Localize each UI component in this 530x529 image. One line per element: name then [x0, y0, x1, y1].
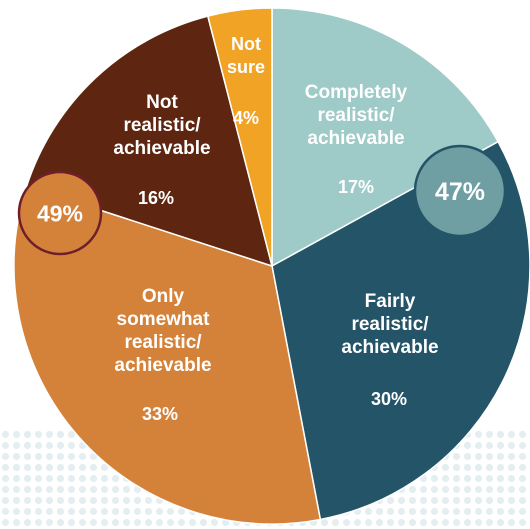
callout-text-left: 49% [37, 200, 83, 226]
slice-label-line: realistic/ [351, 314, 429, 335]
pie-slices [13, 7, 530, 525]
slice-percent-fairly: 30% [371, 389, 407, 409]
pie-slice-somewhat [13, 185, 322, 525]
slice-percent-completely: 17% [338, 177, 374, 197]
slice-label-line: Completely [305, 82, 408, 103]
callout-circle-right [413, 144, 507, 238]
slice-label-not-sure: Not sure [227, 34, 265, 77]
slice-label-line: sure [227, 57, 265, 77]
slice-label-line: Not [146, 92, 178, 113]
slice-percent-not-realistic: 16% [138, 188, 174, 208]
slice-label-line: realistic/ [317, 105, 395, 126]
slice-label-line: achievable [114, 355, 211, 376]
slice-label-line: Fairly [365, 291, 416, 312]
callouts: 47% 49% [17, 144, 507, 256]
slice-label-fairly: Fairly realistic/achievable [341, 291, 438, 358]
slice-label-line: realistic/ [123, 115, 201, 136]
slice-percent-not-sure: 4% [233, 108, 259, 128]
slice-label-line: achievable [341, 337, 438, 358]
slice-label-not-realistic: Not realistic/achievable [113, 92, 210, 159]
slice-label-line: Only [142, 286, 185, 307]
pie-slice-not-sure [206, 7, 273, 267]
slice-percent-somewhat: 33% [142, 404, 178, 424]
slice-label-line: achievable [307, 128, 404, 149]
callout-circle-left [17, 170, 103, 256]
slice-label-line: achievable [113, 138, 210, 159]
slice-label-completely: Completely realistic/achievable [305, 82, 408, 149]
slice-label-line: realistic/ [124, 332, 202, 353]
slice-label-line: Not [231, 34, 261, 54]
pie-slice-completely [271, 7, 500, 268]
callout-text-right: 47% [435, 178, 485, 206]
slice-label-line: somewhat [117, 309, 211, 330]
slice-label-somewhat: Only somewhat realistic/achievable [114, 286, 211, 376]
